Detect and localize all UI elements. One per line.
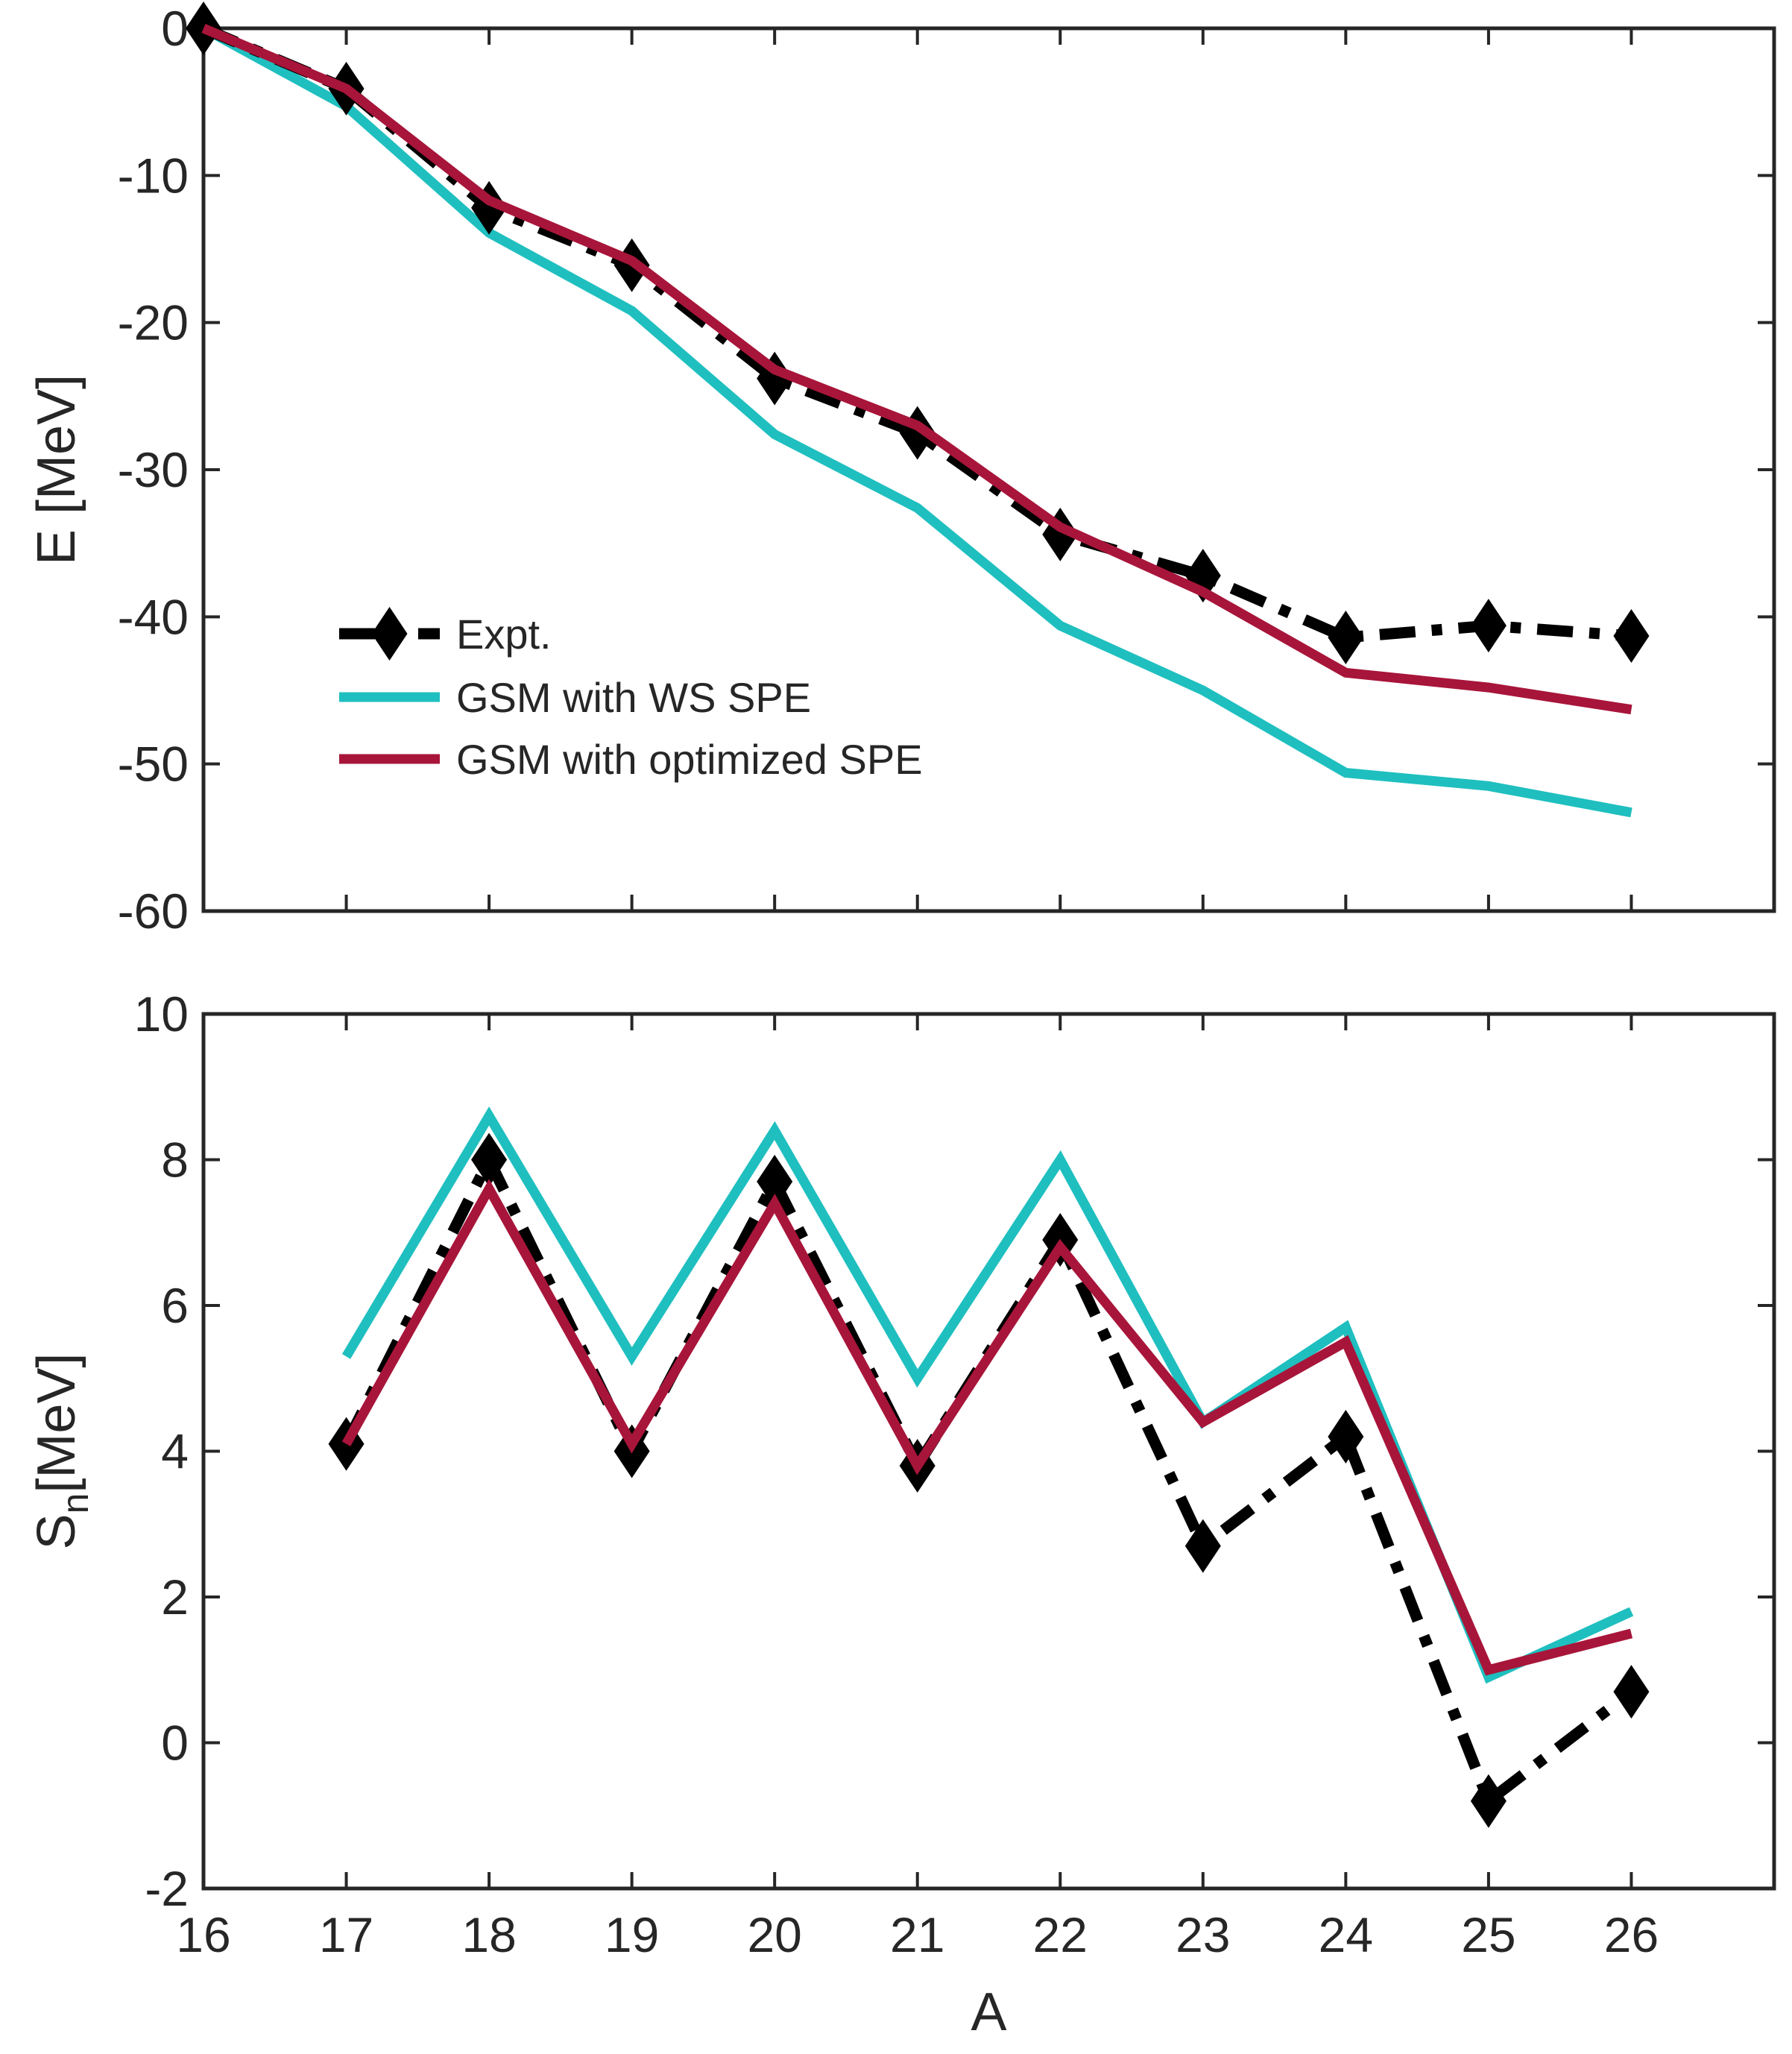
series-line-gsm-with-ws-spe [201, 24, 1632, 818]
x-tick-label: 16 [176, 1907, 230, 1962]
data-point-expt [1470, 599, 1507, 653]
legend-label-expt: Expt. [456, 611, 552, 658]
y-tick-label: -30 [118, 442, 189, 497]
x-tick-label: 26 [1604, 1907, 1659, 1962]
series-line-gsm-with-optimized-spe [341, 1179, 1633, 1676]
data-point-expt [471, 1132, 508, 1187]
x-axis-title: A [971, 1982, 1006, 2042]
chart-panel-1: 0 -10 -20 -30 -40 -50 -60 E [MeV] Expt. GSM with … [27, 1, 1776, 939]
legend-marker-expt [371, 607, 408, 661]
y-tick-label: -10 [118, 148, 189, 203]
x-tick-label: 23 [1176, 1907, 1230, 1962]
y-tick-label: 4 [161, 1424, 189, 1479]
y-tick-label: 8 [161, 1132, 189, 1188]
y-tick-label: 0 [161, 1, 189, 56]
x-tick-label: 18 [461, 1907, 516, 1962]
y-axis-title-subscript: n [54, 1493, 96, 1514]
data-point-expt [1328, 610, 1364, 664]
y-axis-title: E [MeV] [27, 374, 86, 565]
y-tick-label: -2 [145, 1861, 189, 1916]
data-point-expt [1328, 1409, 1364, 1464]
x-tick-label: 19 [605, 1907, 659, 1962]
x-tick-label: 20 [747, 1907, 801, 1962]
data-point-expt [1613, 1665, 1650, 1719]
data-point-expt [1184, 1519, 1221, 1573]
y-axis-title-main: S [27, 1513, 86, 1549]
data-point-expt [757, 1154, 793, 1209]
y-axis-title-unit: [MeV] [27, 1353, 86, 1493]
series-line-expt [201, 23, 1632, 643]
y-tick-label: -60 [118, 883, 189, 939]
y-tick-label: 6 [161, 1278, 189, 1333]
y-tick-label: -40 [118, 589, 189, 644]
y-tick-label: -50 [118, 737, 189, 792]
y-tick-label: 0 [161, 1716, 189, 1771]
legend-label-gsm-with-ws-spe: GSM with WS SPE [456, 674, 811, 721]
y-tick-label: 2 [161, 1569, 189, 1625]
x-tick-label: 24 [1319, 1907, 1373, 1962]
y-tick-label: -20 [118, 295, 189, 350]
legend: Expt. GSM with WS SPE GSM with optimized S… [339, 607, 923, 783]
x-tick-label: 22 [1033, 1907, 1088, 1962]
series-line-gsm-with-optimized-spe [201, 24, 1632, 715]
data-point-expt [757, 351, 793, 406]
data-point-expt [1613, 608, 1650, 663]
x-tick-label: 25 [1461, 1907, 1515, 1962]
x-tick-label: 21 [890, 1907, 944, 1962]
x-tick-label: 17 [319, 1907, 373, 1962]
y-axis-title: Sn[MeV] [27, 1353, 96, 1550]
y-tick-label: 10 [134, 986, 189, 1042]
data-point-expt [1470, 1774, 1507, 1828]
legend-label-gsm-with-optimized-spe: GSM with optimized SPE [456, 736, 923, 783]
